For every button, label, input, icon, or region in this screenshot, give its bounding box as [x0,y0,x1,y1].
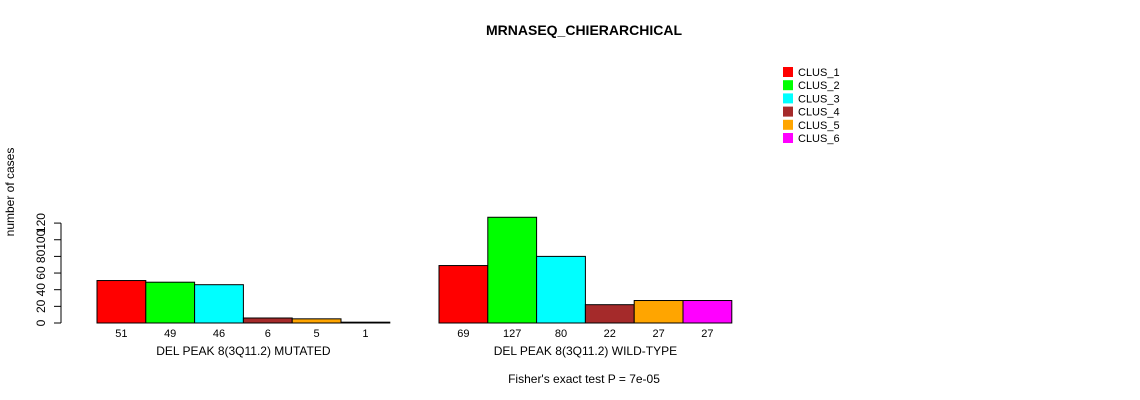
bar-clus-3 [194,284,244,324]
y-tick-label: 20 [34,299,48,313]
legend-swatch [783,67,793,77]
bar-clus-1 [96,280,147,324]
y-tick-label: 100 [34,229,48,249]
legend-label: CLUS_3 [798,93,840,105]
bar-count-label: 80 [555,328,567,340]
bar-count-label: 51 [115,328,127,340]
y-tick-label: 80 [34,249,48,263]
bar-count-label: 69 [457,328,469,340]
legend-swatch [783,106,793,117]
fisher-test-label: Fisher's exact test P = 7e-05 [508,372,660,386]
legend-label: CLUS_4 [798,107,840,119]
y-tick-label: 120 [34,213,48,233]
bar-clus-2 [145,281,196,324]
bar-clus-2 [487,216,538,324]
y-tick-label: 40 [34,283,48,297]
bar-count-label: 5 [314,328,320,340]
bar-clus-6 [340,321,391,324]
legend-swatch [783,80,793,91]
bar-count-label: 6 [265,328,271,340]
bar-clus-4 [584,304,635,324]
bar-count-label: 127 [503,328,521,340]
legend-label: CLUS_1 [798,67,840,79]
bar-count-label: 27 [701,328,713,340]
bar-count-label: 27 [652,328,664,340]
bar-clus-5 [291,318,342,324]
bar-count-label: 22 [604,328,616,340]
bar-clus-6 [682,300,733,324]
y-axis-label: number of cases [3,148,17,237]
y-tick-label: 0 [34,319,48,326]
chart-title: MRNASEQ_CHIERARCHICAL [486,22,682,38]
legend-label: CLUS_6 [798,133,840,145]
bar-clus-4 [242,317,293,324]
legend-label: CLUS_5 [798,120,840,132]
bar-clus-1 [438,265,489,324]
group-label: DEL PEAK 8(3Q11.2) MUTATED [156,344,331,358]
bar-clus-5 [633,300,684,324]
y-tick-label: 60 [34,266,48,280]
legend-swatch [783,93,793,104]
bar-count-label: 46 [213,328,225,340]
bar-clus-3 [536,255,586,324]
legend-label: CLUS_2 [798,80,840,92]
legend-swatch [783,119,793,130]
bar-count-label: 49 [164,328,176,340]
legend-swatch [783,133,793,143]
bar-count-label: 1 [362,328,368,340]
group-label: DEL PEAK 8(3Q11.2) WILD-TYPE [494,344,677,358]
